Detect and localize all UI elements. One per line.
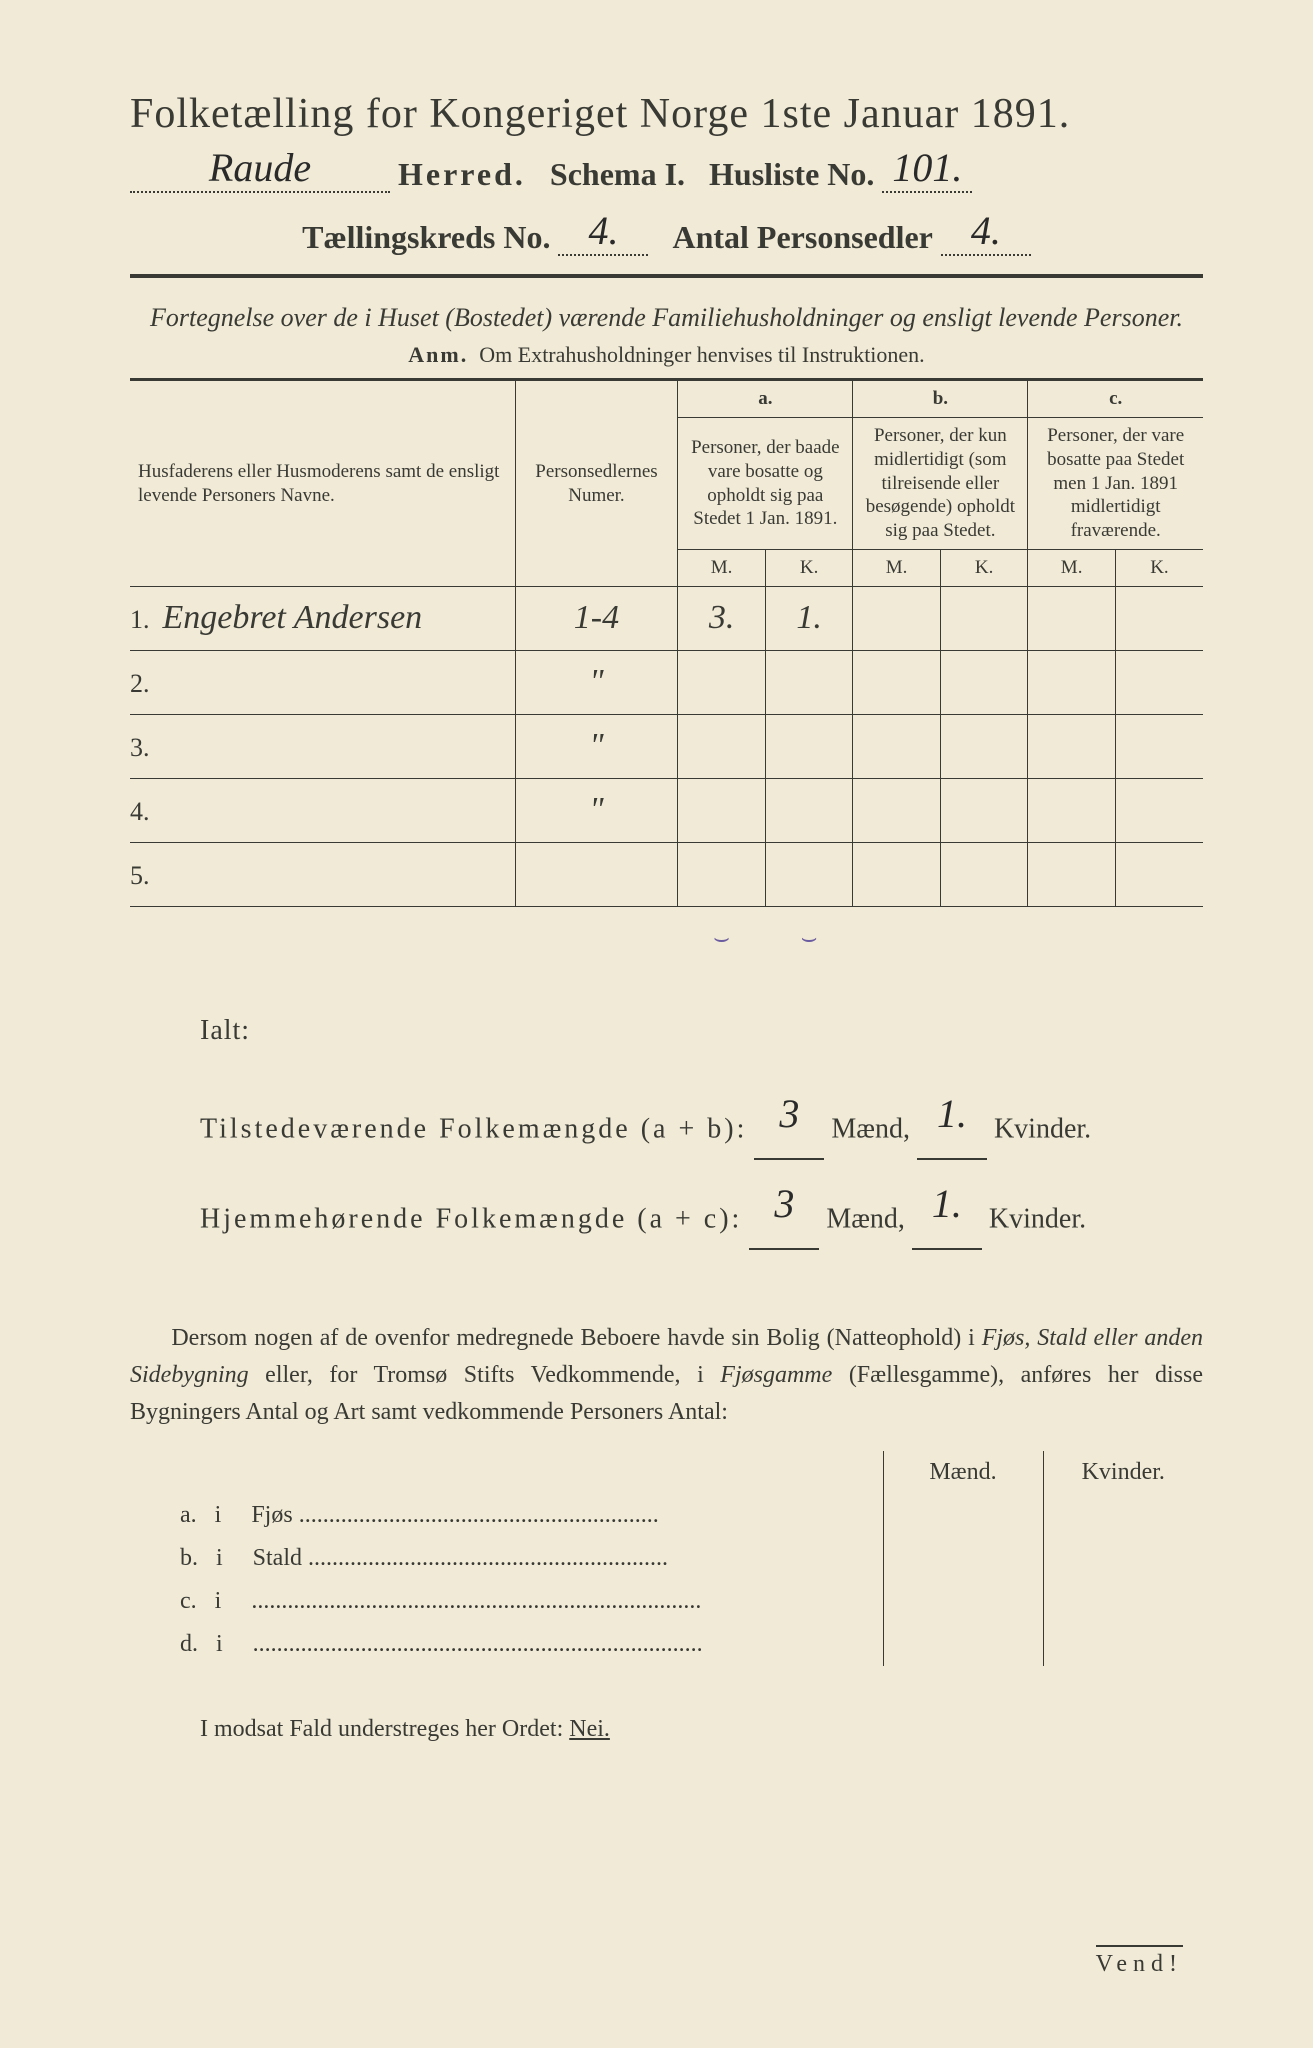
husliste-no: 101. <box>892 145 962 190</box>
kvinder-label-1: Kvinder. <box>994 1113 1091 1144</box>
para-t1: Dersom nogen af de ovenfor medregnede Be… <box>171 1325 981 1351</box>
fjos-head-k: Kvinder. <box>1043 1451 1203 1494</box>
tilstede-label: Tilstedeværende Folkemængde (a + b): <box>200 1113 747 1144</box>
antal-label: Antal Personsedler <box>672 219 932 255</box>
modsat-nei: Nei. <box>569 1716 610 1742</box>
th-c-k: K. <box>1115 549 1203 586</box>
th-b-m: M. <box>853 549 941 586</box>
instruction-text: Fortegnelse over de i Huset (Bostedet) v… <box>130 300 1203 336</box>
anm-text: Om Extrahusholdninger henvises til Instr… <box>479 342 924 367</box>
th-a-text: Personer, der baade vare bosatte og opho… <box>678 418 853 550</box>
fjos-table: Mænd. Kvinder. a. i Fjøs ...............… <box>130 1451 1203 1666</box>
kreds-label: Tællingskreds No. <box>302 219 550 255</box>
header-row-herred: Raude Herred. Schema I. Husliste No. 101… <box>130 144 1203 193</box>
ialt-label: Ialt: <box>200 1000 1203 1062</box>
totals-block: Ialt: Tilstedeværende Folkemængde (a + b… <box>130 1000 1203 1250</box>
header-row-kreds: Tællingskreds No. 4. Antal Personsedler … <box>130 207 1203 256</box>
census-form-page: Folketælling for Kongeriget Norge 1ste J… <box>0 0 1313 2048</box>
husliste-label: Husliste No. <box>709 156 874 192</box>
fjos-row: a. i Fjøs ..............................… <box>130 1494 1203 1537</box>
table-row: 3. " <box>130 714 1203 778</box>
table-row: 5. <box>130 842 1203 906</box>
kreds-no: 4. <box>588 208 618 253</box>
main-table: Husfaderens eller Husmoderens samt de en… <box>130 378 1203 970</box>
th-b-text: Personer, der kun midlertidigt (som tilr… <box>853 418 1028 550</box>
l2-k: 1. <box>932 1181 962 1226</box>
th-b-label: b. <box>853 380 1028 418</box>
totals-line1: Tilstedeværende Folkemængde (a + b): 3 M… <box>200 1070 1203 1160</box>
table-row: 2. " <box>130 650 1203 714</box>
fjos-head-m: Mænd. <box>883 1451 1043 1494</box>
th-a-m: M. <box>678 549 766 586</box>
antal-value: 4. <box>971 208 1001 253</box>
herred-value: Raude <box>209 145 311 190</box>
divider <box>130 274 1203 278</box>
l1-k: 1. <box>937 1091 967 1136</box>
th-a-label: a. <box>678 380 853 418</box>
anm-line: Anm. Om Extrahusholdninger henvises til … <box>130 342 1203 368</box>
th-a-k: K. <box>765 549 853 586</box>
para-em2: Fjøsgamme <box>720 1362 832 1388</box>
check-a-k: ⌣ <box>765 906 853 970</box>
fjos-paragraph: Dersom nogen af de ovenfor medregnede Be… <box>130 1320 1203 1432</box>
maend-label-2: Mænd, <box>826 1203 905 1234</box>
modsat-line: I modsat Fald understreges her Ordet: Ne… <box>130 1716 1203 1743</box>
kvinder-label-2: Kvinder. <box>989 1203 1086 1234</box>
th-b-k: K. <box>940 549 1028 586</box>
schema-label: Schema I. <box>550 156 685 192</box>
fjos-row: d. i ...................................… <box>130 1623 1203 1666</box>
maend-label-1: Mænd, <box>831 1113 910 1144</box>
th-c-label: c. <box>1028 380 1203 418</box>
vend-label: Vend! <box>1096 1945 1183 1978</box>
th-c-m: M. <box>1028 549 1116 586</box>
main-title: Folketælling for Kongeriget Norge 1ste J… <box>130 90 1203 138</box>
para-t2: eller, for Tromsø Stifts Vedkommende, i <box>249 1362 721 1388</box>
hjemme-label: Hjemmehørende Folkemængde (a + c): <box>200 1203 742 1234</box>
fjos-row: c. i ...................................… <box>130 1580 1203 1623</box>
l2-m: 3 <box>774 1181 794 1226</box>
th-c-text: Personer, der vare bosatte paa Stedet me… <box>1028 418 1203 550</box>
anm-prefix: Anm. <box>408 342 468 367</box>
fjos-row: b. i Stald .............................… <box>130 1537 1203 1580</box>
totals-line2: Hjemmehørende Folkemængde (a + c): 3 Mæn… <box>200 1160 1203 1250</box>
check-a-m: ⌣ <box>678 906 766 970</box>
modsat-text: I modsat Fald understreges her Ordet: <box>200 1716 563 1742</box>
herred-label: Herred. <box>398 156 526 192</box>
l1-m: 3 <box>779 1091 799 1136</box>
table-row: 1. Engebret Andersen1-43.1. <box>130 586 1203 650</box>
table-row: 4. " <box>130 778 1203 842</box>
th-num: Personsedlernes Numer. <box>515 380 678 586</box>
th-name: Husfaderens eller Husmoderens samt de en… <box>130 380 515 586</box>
checkmark-row: ⌣ ⌣ <box>130 906 1203 970</box>
